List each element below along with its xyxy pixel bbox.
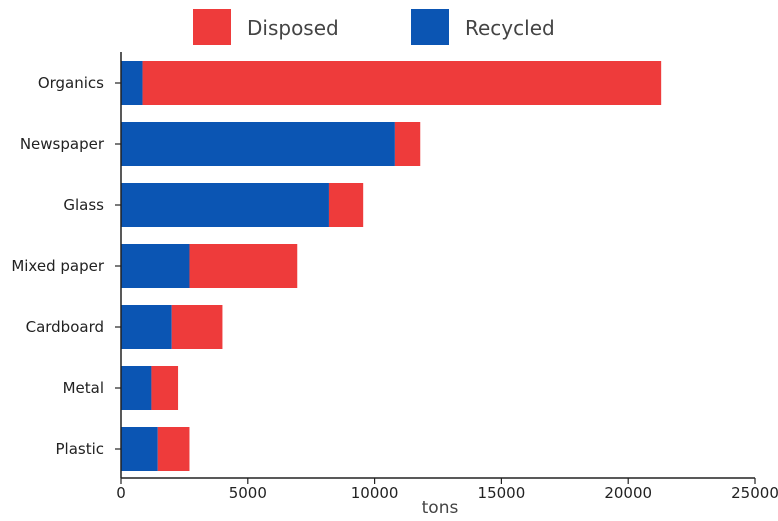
x-tick-label: 20000 — [604, 484, 652, 502]
category-label: Glass — [63, 196, 104, 214]
bar-recycled-newspaper — [121, 122, 395, 166]
category-label: Cardboard — [26, 318, 104, 336]
bar-recycled-mixed-paper — [121, 244, 190, 288]
bar-disposed-plastic — [157, 427, 190, 471]
legend: Disposed Recycled — [193, 9, 555, 45]
bar-recycled-plastic — [121, 427, 158, 471]
bar-recycled-glass — [121, 183, 329, 227]
x-tick-label: 15000 — [478, 484, 526, 502]
bar-disposed-newspaper — [394, 122, 421, 166]
legend-label-recycled: Recycled — [465, 16, 555, 40]
bar-recycled-metal — [121, 366, 152, 410]
bar-disposed-organics — [142, 61, 662, 105]
x-tick-label: 10000 — [351, 484, 399, 502]
axes: 0 5000 10000 15000 20000 25000 — [115, 52, 778, 502]
category-label: Organics — [38, 74, 104, 92]
x-tick-label: 25000 — [731, 484, 778, 502]
bar-recycled-organics — [121, 61, 143, 105]
x-axis-title: tons — [422, 498, 459, 518]
bar-disposed-mixed-paper — [189, 244, 298, 288]
legend-swatch-disposed — [193, 9, 231, 45]
legend-label-disposed: Disposed — [247, 16, 339, 40]
category-label: Newspaper — [20, 135, 105, 153]
bar-disposed-metal — [151, 366, 179, 410]
legend-swatch-recycled — [411, 9, 449, 45]
bar-disposed-cardboard — [171, 305, 223, 349]
category-label: Metal — [63, 379, 104, 397]
category-label: Mixed paper — [11, 257, 105, 275]
x-tick-label: 0 — [116, 484, 126, 502]
category-labels: Organics Newspaper Glass Mixed paper Cardboa… — [11, 74, 105, 458]
bar-disposed-glass — [328, 183, 364, 227]
bars — [121, 61, 662, 471]
category-label: Plastic — [55, 440, 104, 458]
bar-recycled-cardboard — [121, 305, 172, 349]
x-tick-label: 5000 — [229, 484, 267, 502]
